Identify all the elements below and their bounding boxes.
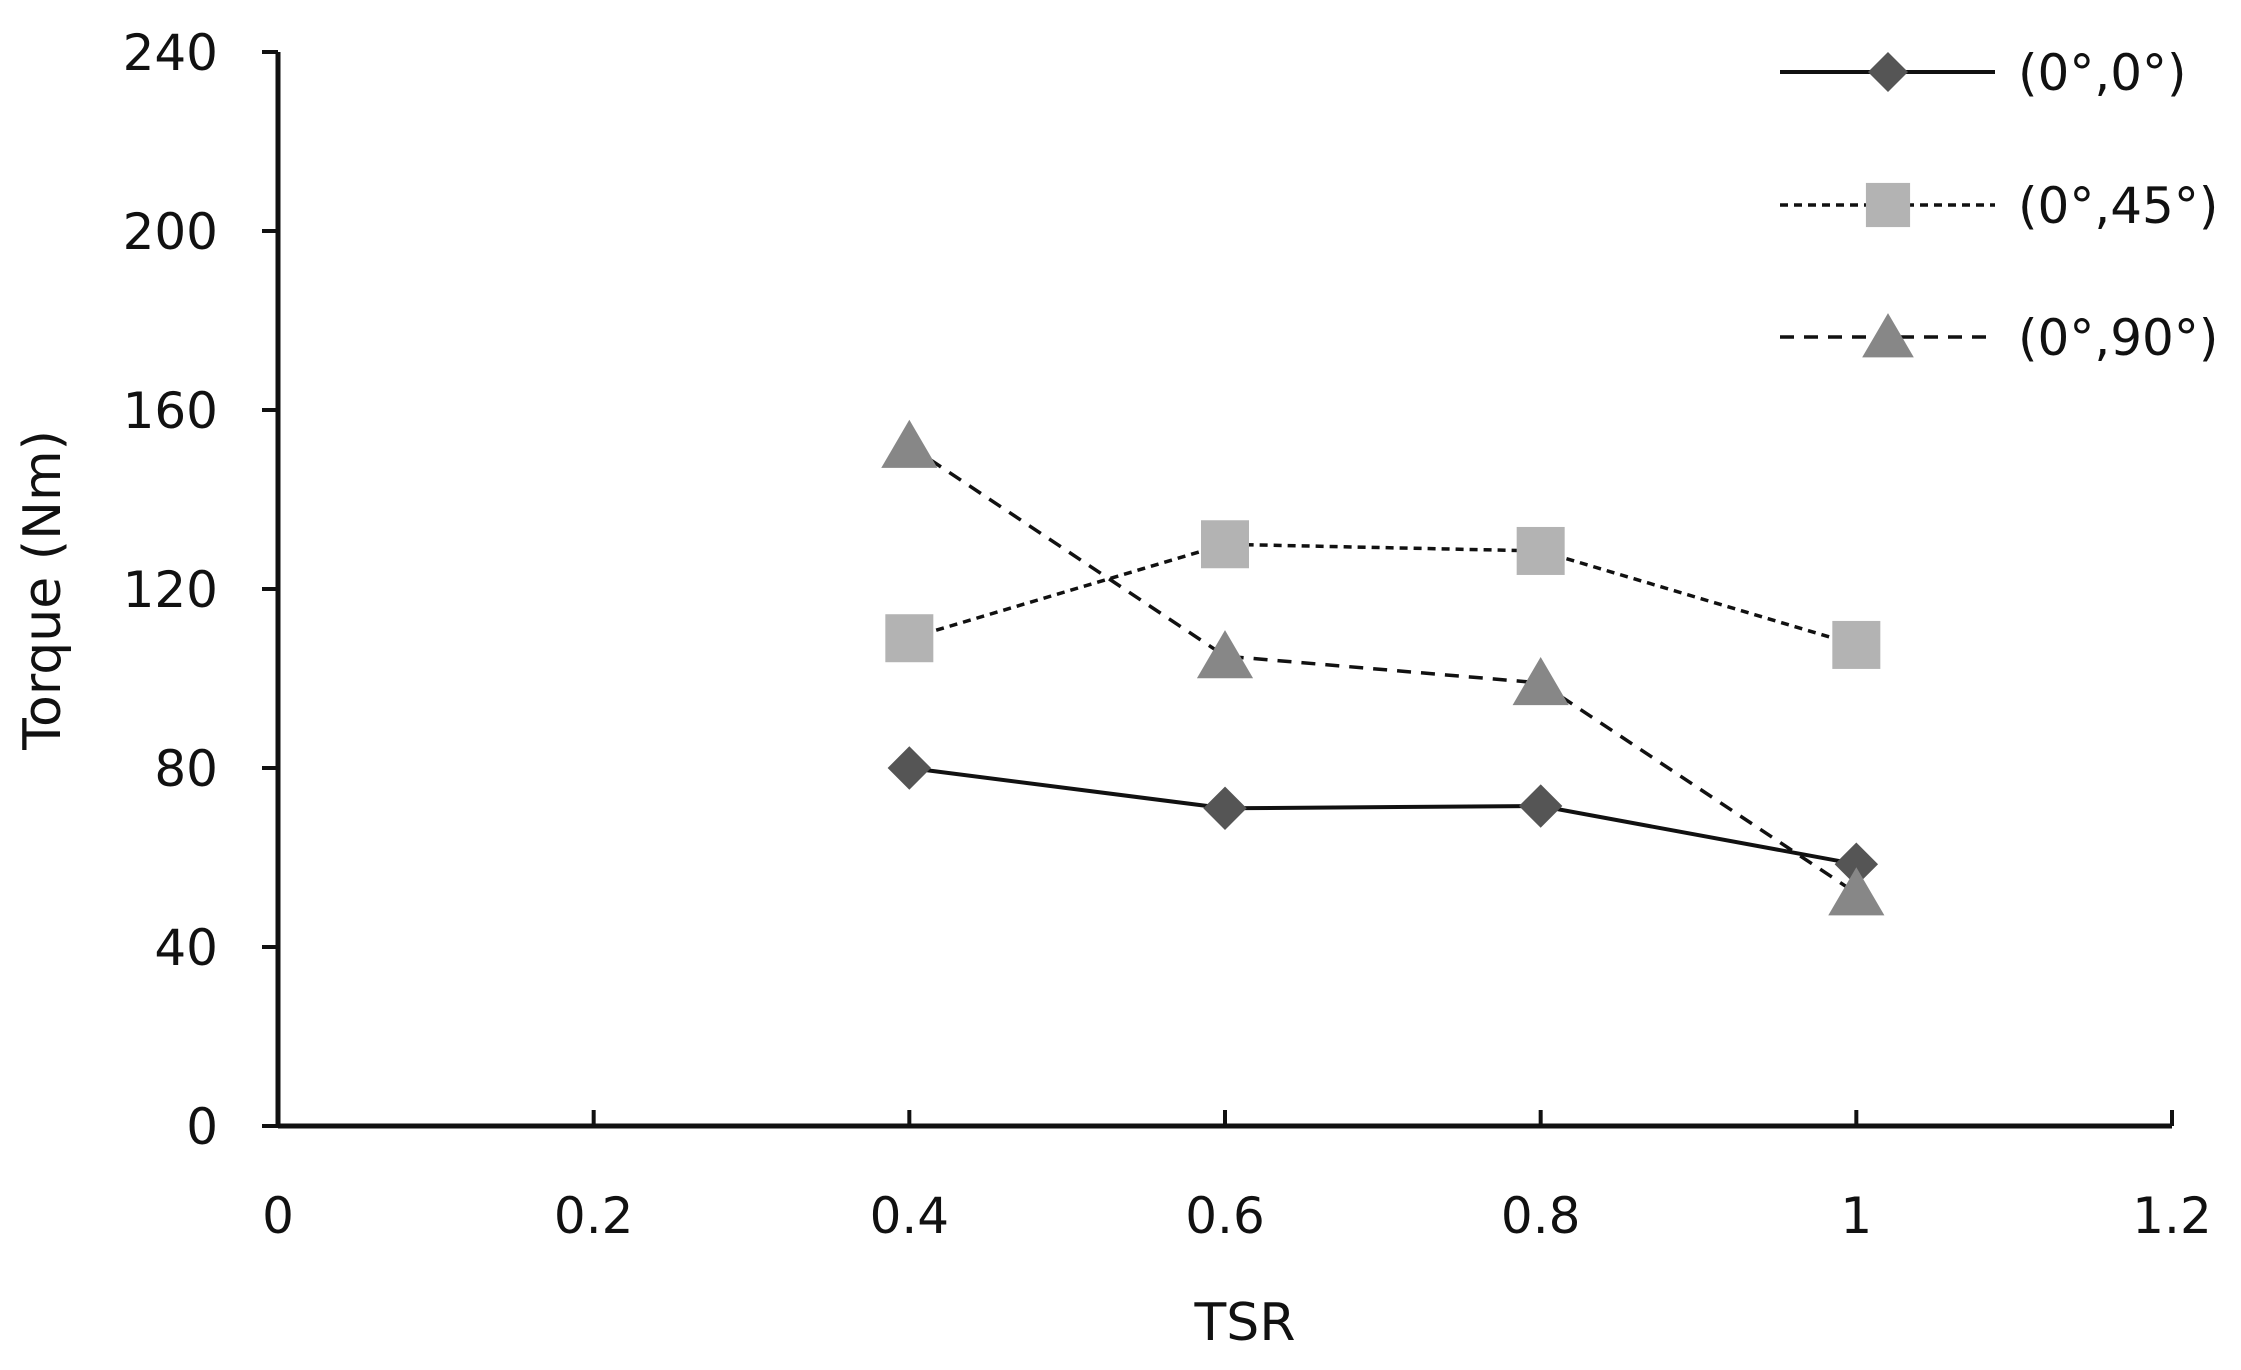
- legend-label: (0°,45°): [2018, 177, 2218, 235]
- plot-area: [881, 419, 1885, 916]
- x-tick-label: 0: [262, 1187, 294, 1245]
- y-tick-label: 240: [123, 24, 218, 82]
- legend-label: (0°,0°): [2018, 44, 2187, 102]
- data-point-square: [1201, 520, 1249, 569]
- data-point-square: [885, 614, 934, 663]
- data-point-diamond: [1203, 786, 1247, 830]
- axes: 0 40 80 120 160 200 240 0 0.2 0.4 0.6 0.8 1 1.2: [123, 24, 2212, 1245]
- x-tick-label: 1: [1840, 1187, 1872, 1245]
- y-tick-label: 0: [186, 1098, 218, 1156]
- legend-marker-diamond: [1867, 51, 1909, 93]
- data-point-triangle: [1828, 867, 1885, 916]
- x-tick-label: 0.8: [1501, 1187, 1581, 1245]
- data-point-square: [1832, 620, 1881, 669]
- legend: (0°,0°) (0°,45°) (0°,90°): [1780, 44, 2218, 367]
- y-tick-label: 120: [123, 561, 218, 619]
- y-tick-label: 160: [123, 382, 218, 440]
- data-point-diamond: [1518, 784, 1563, 828]
- legend-marker-square: [1865, 182, 1911, 228]
- data-point-triangle: [1196, 630, 1254, 679]
- x-tick-label: 0.2: [554, 1187, 634, 1245]
- x-axis-title: TSR: [1194, 1293, 1296, 1353]
- legend-marker-triangle: [1862, 313, 1914, 358]
- data-point-triangle: [1512, 656, 1569, 706]
- series-line: [908, 444, 1858, 895]
- y-tick-label: 40: [154, 919, 218, 977]
- x-tick-label: 0.6: [1185, 1187, 1265, 1245]
- y-axis-title: Torque (Nm): [13, 430, 73, 751]
- y-tick-label: 80: [154, 740, 218, 798]
- x-tick-label: 0.4: [870, 1187, 950, 1245]
- data-point-square: [1516, 526, 1565, 575]
- data-point-diamond: [887, 746, 932, 790]
- x-tick-label: 1.2: [2132, 1187, 2212, 1245]
- series-line: [908, 542, 1857, 647]
- series-line: [909, 766, 1857, 867]
- data-point-triangle: [881, 419, 938, 468]
- y-tick-label: 200: [123, 203, 218, 261]
- legend-label: (0°,90°): [2018, 309, 2218, 367]
